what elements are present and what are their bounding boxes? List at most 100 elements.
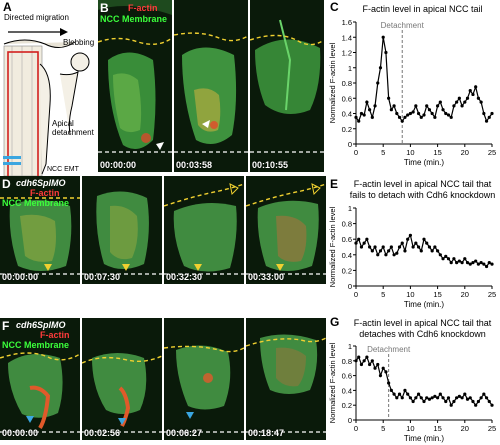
- micrograph-d3: 00:32:30: [164, 176, 244, 284]
- chart-g-point-29: [433, 394, 437, 398]
- chart-e-ytick-label-3: 0.6: [342, 235, 352, 244]
- chart-c-ytick-label-4: 0.8: [342, 79, 352, 88]
- chart-c: 0 0.2 0.4 0.6 0.8 1 1.2 1.4 1.6 0 5 10 15 20 25 Time (m…: [328, 18, 496, 167]
- chart-g-point-30: [436, 396, 440, 400]
- chart-e-ylabel: Normalized F-actin level: [328, 206, 337, 287]
- chart-g-xtick-label-3: 15: [433, 424, 441, 433]
- chart-c-ytick-label-8: 1.6: [342, 18, 352, 27]
- chart-e-ytick-label-0: 0: [348, 282, 352, 291]
- chart-c-point-47: [482, 111, 486, 116]
- chart-e-point-7: [373, 245, 377, 249]
- chart-c-point-9: [378, 66, 383, 70]
- schematic-diagram: [2, 28, 90, 180]
- micrograph-b2: 00:03:58: [174, 0, 248, 172]
- chart-g-point-36: [452, 399, 456, 404]
- micrograph-f3: 00:06:27: [164, 318, 244, 440]
- chart-c-point-34: [446, 113, 451, 117]
- chart-c-point-42: [468, 89, 472, 93]
- chart-g-xtick-label-5: 25: [488, 424, 496, 433]
- chart-c-point-41: [465, 96, 470, 100]
- chart-g-ylabel: Normalized F-actin level: [328, 342, 337, 423]
- chart-e-point-45: [476, 262, 480, 266]
- micrograph-d1: D cdh6SplMO F-actin NCC Membrane 00:00:0…: [0, 176, 80, 284]
- chart-g-point-8: [376, 362, 380, 367]
- row-f-timestamp-4: 00:18:47: [248, 428, 285, 438]
- row-f-membrane-label: NCC Membrane: [2, 340, 70, 350]
- chart-g-point-46: [479, 396, 483, 400]
- chart-e-point-28: [430, 249, 434, 253]
- chart-c-point-18: [403, 115, 407, 119]
- chart-g-point-4: [365, 355, 369, 359]
- chart-e-xtick-label-5: 25: [488, 290, 496, 299]
- panel-label-b: B: [100, 1, 109, 15]
- chart-g-point-13: [389, 388, 393, 392]
- chart-e-point-35: [449, 261, 453, 265]
- chart-c-point-35: [449, 115, 453, 119]
- row-d-timestamp-2: 00:07:30: [84, 272, 121, 282]
- chart-c-ylabel: Normalized F-actin level: [328, 42, 337, 123]
- chart-e-point-4: [365, 237, 369, 241]
- chart-c-point-24: [419, 115, 423, 119]
- chart-c-xtick-label-3: 15: [433, 148, 441, 157]
- chart-e-xtick-label-4: 20: [461, 290, 469, 299]
- chart-c-point-17: [400, 119, 404, 123]
- chart-g-point-21: [411, 399, 415, 404]
- chart-c-point-0: [354, 115, 358, 119]
- chart-c-xlabel: Time (min.): [404, 158, 444, 167]
- chart-c-point-7: [373, 104, 377, 108]
- chart-g-point-22: [414, 396, 418, 400]
- chart-g-point-45: [476, 399, 480, 404]
- chart-e-point-46: [479, 261, 483, 265]
- chart-c-ytick-label-5: 1: [348, 64, 352, 73]
- chart-e-xtick-label-3: 15: [433, 290, 441, 299]
- chart-c-point-46: [479, 100, 483, 104]
- chart-e-point-12: [387, 249, 391, 253]
- row-b-timestamp-3: 00:10:55: [252, 160, 289, 170]
- chart-e-point-21: [411, 245, 415, 249]
- micrograph-b1: B F-actin NCC Membrane 00:00:00: [98, 0, 172, 172]
- row-d-factin-label: F-actin: [30, 188, 60, 198]
- chart-c-title: F-actin level in apical NCC tail: [362, 4, 483, 14]
- chart-g-point-0: [354, 359, 358, 363]
- row-b-factin-label: F-actin: [128, 3, 158, 13]
- chart-g-ytick-label-2: 0.4: [342, 386, 352, 395]
- chart-g-point-12: [387, 381, 391, 385]
- chart-g-point-20: [408, 396, 412, 400]
- chart-g-point-44: [474, 403, 478, 407]
- chart-e-point-19: [406, 237, 410, 241]
- micrograph-d2: 00:07:30: [82, 176, 162, 284]
- chart-e-point-40: [463, 257, 467, 261]
- chart-c-point-32: [441, 108, 445, 112]
- chart-c-point-5: [368, 108, 372, 112]
- schematic-label-directed: Directed migration: [4, 13, 69, 22]
- chart-g-point-23: [416, 392, 421, 396]
- chart-c-ytick-label-0: 0: [348, 140, 352, 149]
- chart-g-point-5: [368, 362, 372, 367]
- chart-e-point-34: [446, 257, 451, 261]
- chart-e-point-27: [427, 245, 432, 249]
- row-d-timestamp-1: 00:00:00: [2, 272, 39, 282]
- chart-g-point-38: [457, 394, 461, 398]
- chart-c-xtick-label-1: 5: [381, 148, 385, 157]
- panel-label-c: C: [330, 0, 339, 14]
- chart-c-ytick-label-6: 1.2: [342, 49, 352, 58]
- chart-e-point-8: [376, 253, 380, 257]
- chart-c-point-27: [427, 108, 432, 112]
- chart-e-point-24: [419, 249, 423, 253]
- chart-g-point-1: [357, 355, 361, 359]
- chart-e-point-41: [465, 261, 470, 265]
- chart-c-xtick-label-2: 10: [406, 148, 414, 157]
- chart-e-point-0: [354, 241, 358, 245]
- chart-c-point-14: [392, 104, 396, 108]
- chart-g-point-37: [455, 396, 459, 400]
- chart-c-point-19: [406, 113, 410, 117]
- chart-e-point-44: [474, 259, 478, 263]
- chart-g-point-25: [422, 399, 426, 404]
- chart-e-point-11: [384, 253, 388, 257]
- chart-g-point-14: [392, 392, 396, 396]
- chart-e-xtick-label-2: 10: [406, 290, 414, 299]
- chart-c-point-44: [474, 85, 478, 89]
- chart-g-point-35: [449, 403, 453, 407]
- row-f-timestamp-3: 00:06:27: [166, 428, 203, 438]
- chart-c-point-50: [490, 111, 494, 116]
